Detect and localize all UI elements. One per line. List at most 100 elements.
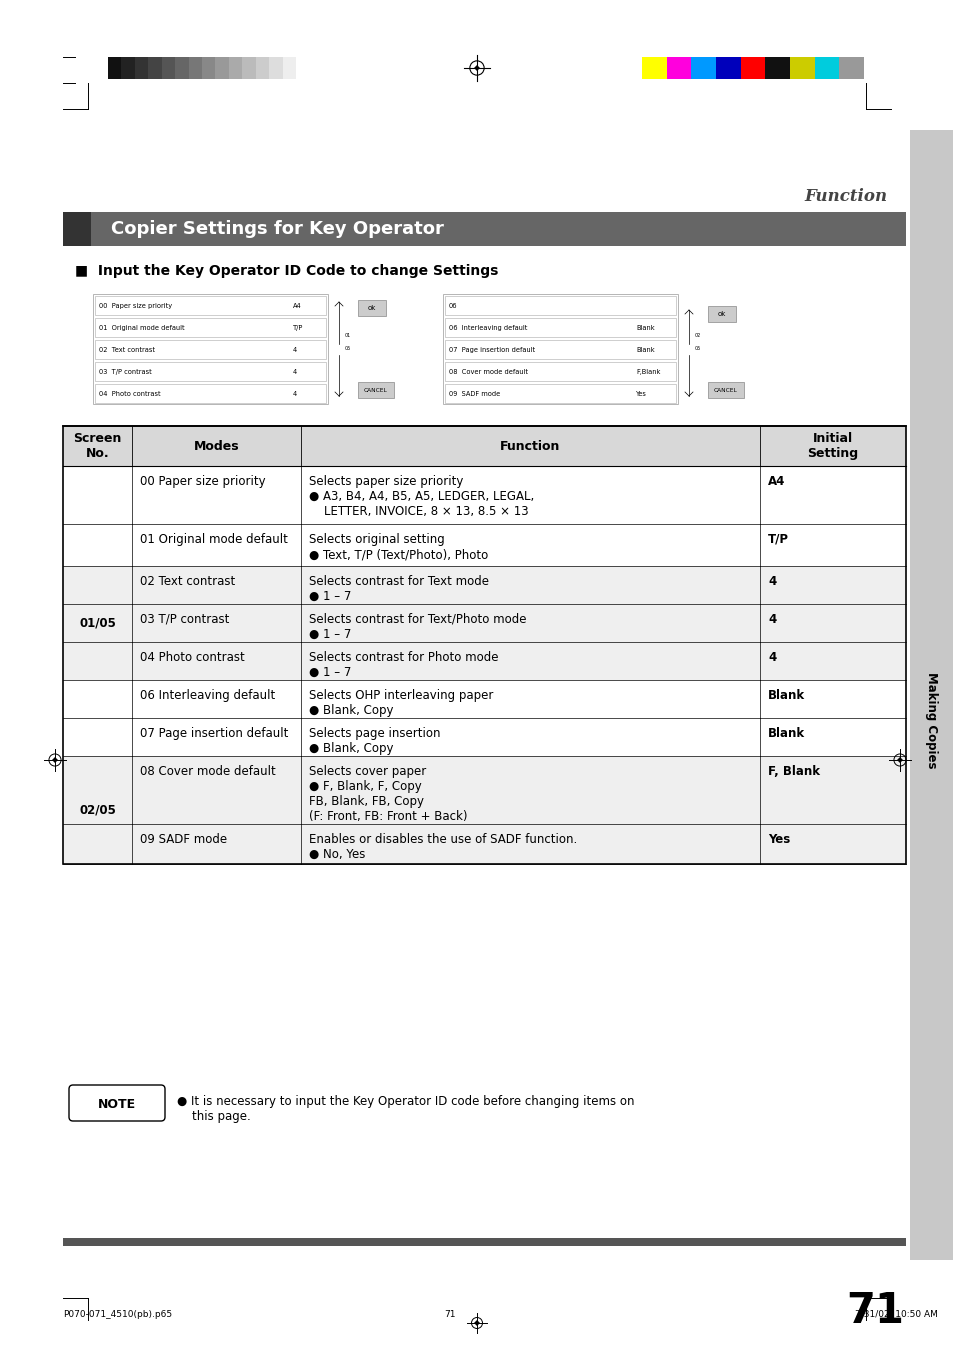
Text: CANCEL: CANCEL xyxy=(714,388,737,393)
Text: Selects contrast for Photo mode: Selects contrast for Photo mode xyxy=(309,651,497,663)
Bar xyxy=(707,305,735,322)
Bar xyxy=(92,295,328,404)
Text: 4: 4 xyxy=(767,651,776,663)
Text: Function: Function xyxy=(804,188,887,205)
Text: Yes: Yes xyxy=(636,390,646,397)
Bar xyxy=(63,1238,905,1246)
Text: 03  T/P contrast: 03 T/P contrast xyxy=(99,369,152,376)
Text: FB, Blank, FB, Copy: FB, Blank, FB, Copy xyxy=(309,794,423,808)
Bar xyxy=(666,57,691,78)
Bar xyxy=(215,57,229,78)
Text: Blank: Blank xyxy=(767,689,804,703)
Bar xyxy=(63,757,905,824)
Bar xyxy=(134,57,148,78)
Text: ● Text, T/P (Text/Photo), Photo: ● Text, T/P (Text/Photo), Photo xyxy=(309,549,488,561)
Text: CANCEL: CANCEL xyxy=(364,388,388,393)
Text: ● 1 – 7: ● 1 – 7 xyxy=(309,590,351,603)
Bar xyxy=(740,57,764,78)
Text: ■  Input the Key Operator ID Code to change Settings: ■ Input the Key Operator ID Code to chan… xyxy=(75,263,497,278)
Bar xyxy=(121,57,134,78)
Text: ● 1 – 7: ● 1 – 7 xyxy=(309,666,351,680)
Text: Selects original setting: Selects original setting xyxy=(309,534,444,546)
Text: 4: 4 xyxy=(293,369,297,376)
FancyBboxPatch shape xyxy=(69,1085,165,1121)
Bar xyxy=(95,340,326,359)
Bar xyxy=(175,57,189,78)
Text: Screen
No.: Screen No. xyxy=(73,432,122,459)
Text: A4: A4 xyxy=(293,303,301,309)
Text: 4: 4 xyxy=(767,576,776,588)
Bar xyxy=(444,384,676,403)
Bar xyxy=(63,717,905,757)
Text: Selects contrast for Text mode: Selects contrast for Text mode xyxy=(309,576,488,588)
Text: Selects contrast for Text/Photo mode: Selects contrast for Text/Photo mode xyxy=(309,613,526,626)
Text: 04 Photo contrast: 04 Photo contrast xyxy=(140,651,245,663)
Text: A4: A4 xyxy=(767,476,784,488)
Polygon shape xyxy=(474,1320,479,1325)
Bar xyxy=(909,130,953,1260)
Bar xyxy=(357,382,394,399)
Bar xyxy=(189,57,202,78)
Text: 02/05: 02/05 xyxy=(79,804,116,816)
Text: 01/05: 01/05 xyxy=(79,616,116,630)
Text: 08 Cover mode default: 08 Cover mode default xyxy=(140,765,275,778)
Text: Modes: Modes xyxy=(193,439,239,453)
Text: 01 Original mode default: 01 Original mode default xyxy=(140,534,288,546)
Text: 7/31/02, 10:50 AM: 7/31/02, 10:50 AM xyxy=(854,1310,937,1319)
Bar xyxy=(63,680,905,717)
Bar xyxy=(229,57,242,78)
Bar xyxy=(108,57,121,78)
Bar xyxy=(63,604,905,642)
Text: F,Blank: F,Blank xyxy=(636,369,659,376)
Text: 4: 4 xyxy=(767,613,776,626)
Text: 09  SADF mode: 09 SADF mode xyxy=(449,390,499,397)
Text: Function: Function xyxy=(499,439,560,453)
Bar xyxy=(95,362,326,381)
Bar xyxy=(63,524,905,566)
Text: Selects paper size priority: Selects paper size priority xyxy=(309,476,462,488)
Text: 01: 01 xyxy=(345,334,351,338)
Text: 02  Text contrast: 02 Text contrast xyxy=(99,347,154,353)
Bar xyxy=(691,57,716,78)
Bar xyxy=(63,212,91,246)
Text: ● It is necessary to input the Key Operator ID code before changing items on: ● It is necessary to input the Key Opera… xyxy=(177,1096,634,1108)
Bar xyxy=(95,384,326,403)
Text: 07  Page insertion default: 07 Page insertion default xyxy=(449,347,535,353)
Text: ok: ok xyxy=(717,311,725,317)
Text: 4: 4 xyxy=(293,347,297,353)
Text: Yes: Yes xyxy=(767,834,790,846)
Bar xyxy=(91,212,905,246)
Bar xyxy=(242,57,255,78)
Text: 04  Photo contrast: 04 Photo contrast xyxy=(99,390,160,397)
Bar xyxy=(716,57,740,78)
Bar xyxy=(442,295,678,404)
Bar xyxy=(63,426,905,865)
Bar xyxy=(357,300,386,316)
Bar xyxy=(641,57,666,78)
Text: ● A3, B4, A4, B5, A5, LEDGER, LEGAL,: ● A3, B4, A4, B5, A5, LEDGER, LEGAL, xyxy=(309,490,534,503)
Text: 4: 4 xyxy=(293,390,297,397)
Bar xyxy=(63,426,905,466)
Bar xyxy=(444,362,676,381)
Text: 01  Original mode default: 01 Original mode default xyxy=(99,326,185,331)
Polygon shape xyxy=(474,65,479,72)
Text: ● No, Yes: ● No, Yes xyxy=(309,848,365,861)
Bar xyxy=(63,642,905,680)
Text: NOTE: NOTE xyxy=(98,1097,136,1111)
Text: ● Blank, Copy: ● Blank, Copy xyxy=(309,704,393,717)
Text: T/P: T/P xyxy=(293,326,303,331)
Text: LETTER, INVOICE, 8 × 13, 8.5 × 13: LETTER, INVOICE, 8 × 13, 8.5 × 13 xyxy=(309,505,528,517)
Text: Making Copies: Making Copies xyxy=(924,671,938,769)
Bar xyxy=(63,566,905,604)
Text: 05: 05 xyxy=(694,346,700,351)
Bar xyxy=(814,57,839,78)
Polygon shape xyxy=(52,757,58,763)
Text: 00 Paper size priority: 00 Paper size priority xyxy=(140,476,266,488)
Text: Selects OHP interleaving paper: Selects OHP interleaving paper xyxy=(309,689,493,703)
Text: F, Blank: F, Blank xyxy=(767,765,820,778)
Text: P070-071_4510(pb).p65: P070-071_4510(pb).p65 xyxy=(63,1310,172,1319)
Text: 09 SADF mode: 09 SADF mode xyxy=(140,834,227,846)
Text: T/P: T/P xyxy=(767,534,788,546)
Bar xyxy=(444,317,676,336)
Bar xyxy=(95,296,326,315)
